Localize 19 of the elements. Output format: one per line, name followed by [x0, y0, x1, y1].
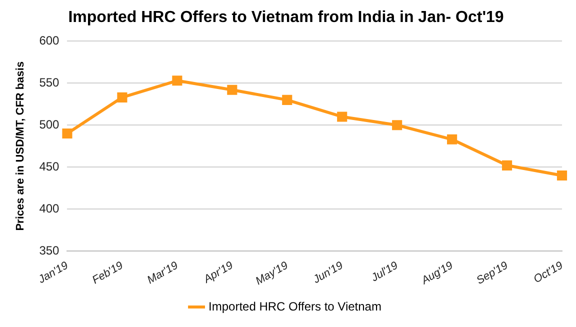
- y-tick-label: 350: [39, 243, 60, 258]
- point: [62, 128, 72, 139]
- y-tick-label: 600: [39, 34, 60, 48]
- point: [337, 112, 348, 122]
- point: [117, 92, 128, 102]
- point: [392, 120, 402, 130]
- point: [502, 160, 512, 170]
- point: [282, 94, 292, 105]
- y-tick-label: 500: [39, 117, 60, 132]
- legend-label: Imported HRC Offers to Vietnam: [208, 299, 382, 314]
- point: [556, 170, 568, 181]
- chart-title: Imported HRC Offers to Vietnam from India in Jan- Oct'19: [68, 9, 504, 26]
- point: [447, 134, 458, 144]
- point: [227, 84, 238, 95]
- point: [172, 76, 182, 86]
- y-axis-title: Prices are in USD/MT, CFR basis: [14, 61, 27, 231]
- y-tick-label: 400: [39, 201, 60, 216]
- y-tick-label: 550: [39, 75, 60, 90]
- y-tick-label: 450: [39, 159, 60, 174]
